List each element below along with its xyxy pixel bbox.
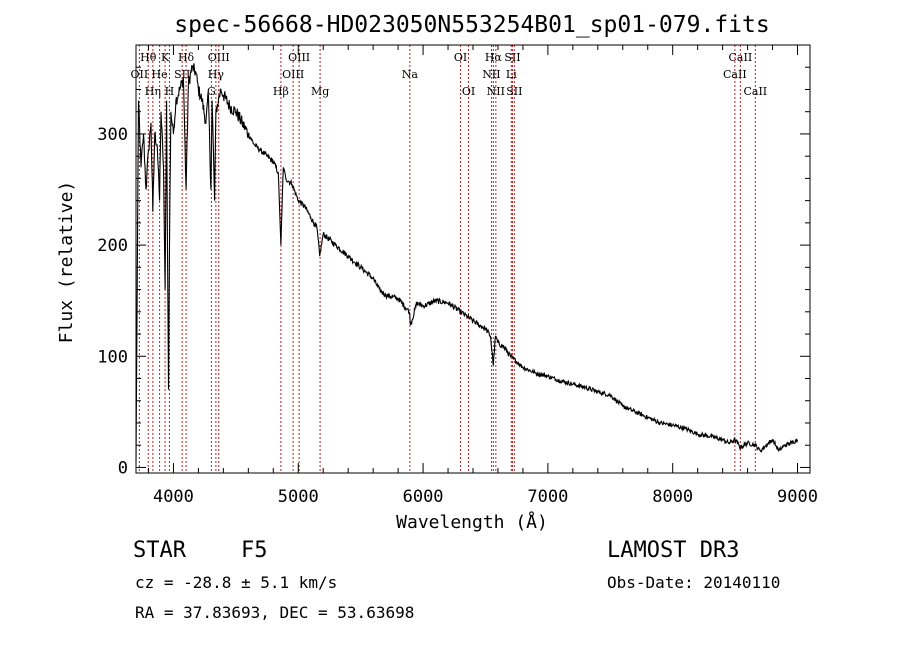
spectrum-line [135, 63, 799, 462]
x-tick-label: 6000 [403, 487, 444, 507]
y-tick-label: 200 [97, 236, 128, 256]
y-tick-label: 100 [97, 347, 128, 367]
x-tick-label: 9000 [777, 487, 818, 507]
object-class: STAR [133, 538, 186, 563]
x-tick-label: 5000 [278, 487, 319, 507]
spectral-line-label: Mg [311, 85, 329, 98]
spectral-line-label: H [165, 85, 175, 98]
spectral-line-label: G [207, 85, 216, 98]
spectral-line-label: He [152, 68, 168, 81]
spectral-line-label: NII [487, 85, 505, 98]
spectral-line-label: Hδ [178, 51, 195, 64]
spectral-line-label: CaII [743, 85, 767, 98]
spectral-line-label: SII [506, 85, 522, 98]
survey-name: LAMOST DR3 [607, 538, 740, 563]
spectral-line-label: Hθ [140, 51, 157, 64]
spectral-line-label: Li [506, 68, 517, 81]
spectral-line-label: OIII [208, 51, 230, 64]
coordinates: RA = 37.83693, DEC = 53.63698 [135, 603, 415, 622]
spectral-line-label: CaII [729, 51, 753, 64]
chart-title: spec-56668-HD023050N553254B01_sp01-079.f… [174, 12, 769, 38]
x-tick-label: 4000 [153, 487, 194, 507]
spectral-line-label: SII [504, 51, 520, 64]
spectral-line-label: Hη [145, 85, 161, 98]
spectral-line-label: NII [482, 68, 500, 81]
spectral-line-label: CaII [723, 68, 747, 81]
spectral-line-label: OII [131, 68, 149, 81]
spectral-subclass: F5 [241, 538, 268, 563]
x-tick-label: 8000 [652, 487, 693, 507]
spectral-line-label: OIII [282, 68, 304, 81]
spectral-line-label: Hα [485, 51, 503, 64]
y-axis-label: Flux (relative) [56, 181, 77, 344]
x-axis-label: Wavelength (Å) [396, 511, 548, 533]
spectral-line-label: SII [174, 68, 190, 81]
spectral-line-label: OI [454, 51, 467, 64]
observation-date: Obs-Date: 20140110 [607, 573, 781, 592]
spectral-line-label: Na [402, 68, 419, 81]
y-tick-label: 0 [118, 458, 128, 478]
y-tick-label: 300 [97, 125, 128, 145]
spectral-line-label: K [161, 51, 170, 64]
spectral-line-label: OI [462, 85, 475, 98]
spectral-line-label: OIII [288, 51, 310, 64]
redshift-cz: cz = -28.8 ± 5.1 km/s [135, 573, 338, 592]
spectral-line-label: Hγ [208, 68, 225, 81]
x-tick-label: 7000 [527, 487, 568, 507]
spectral-line-label: Hβ [273, 85, 289, 98]
